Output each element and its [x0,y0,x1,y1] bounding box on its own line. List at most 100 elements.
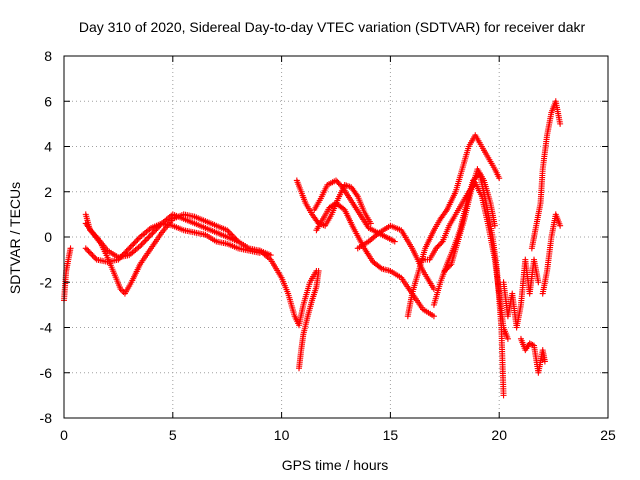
x-tick-label: 10 [274,427,290,443]
data-point [130,241,137,248]
series-arc-7 [293,177,374,229]
series-arc-4 [82,220,263,265]
data-point [135,235,142,242]
series-arc-17 [528,98,564,252]
data-point [535,279,542,286]
axes: 0 5 10 15 20 25 -8 -6 -4 -2 0 2 4 6 8 [40,48,616,443]
data-point [433,245,440,252]
data-point [88,250,95,257]
data-point [134,236,141,243]
data-point [146,233,153,240]
data-point [224,227,231,234]
data-point [504,335,511,342]
data-point [443,266,450,273]
grid-lines [64,56,608,418]
data-point [138,241,145,248]
data-point [122,249,129,256]
data-point [119,252,126,259]
series-arc-15 [500,256,542,331]
data-point [334,178,341,185]
data-point [226,230,233,237]
y-tick-label: 4 [44,139,52,155]
data-point [367,220,374,227]
y-tick-label: 8 [44,48,52,64]
data-point [123,248,130,255]
y-tick-label: -8 [40,410,53,426]
y-tick-label: 2 [44,184,52,200]
chart-title: Day 310 of 2020, Sidereal Day-to-day VTE… [79,19,586,35]
data-point [92,255,99,262]
data-point [445,263,452,270]
data-point [430,313,437,320]
y-tick-label: 0 [44,229,52,245]
data-point [141,238,148,245]
series-arc-14 [441,166,498,274]
series-arc-5 [256,247,320,329]
data-point [225,228,232,235]
data-point [557,120,564,127]
x-tick-label: 0 [60,427,68,443]
data-point [143,235,150,242]
data-point [67,245,74,252]
data-point [148,231,155,238]
data-point [129,242,135,249]
series-arc-16 [517,335,548,376]
x-tick-label: 25 [600,427,616,443]
x-tick-label: 5 [169,427,177,443]
data-point [335,180,342,187]
data-point [228,231,235,238]
data-point [434,243,441,250]
data-point [231,234,237,241]
data-point [84,246,91,253]
data-point [430,286,437,293]
data-point [115,256,122,263]
data-point [500,392,507,399]
y-tick-label: 6 [44,93,52,109]
data-point [232,235,239,242]
data-point [133,238,140,245]
data-point [444,265,451,272]
data-point [435,242,442,249]
data-point [86,249,93,256]
data-point [391,238,398,245]
x-tick-label: 20 [491,427,507,443]
data-point [89,252,96,259]
data-point [142,237,149,244]
data-point [149,230,156,237]
data-point [116,255,123,262]
data-point [338,182,345,189]
data-point [82,245,89,252]
data-point [137,243,144,250]
data-points [61,98,564,399]
data-point [90,253,97,260]
data-point [557,222,564,229]
data-point [336,181,343,188]
data-point [131,239,138,246]
data-point [118,253,125,260]
data-point [126,245,133,252]
x-axis-label: GPS time / hours [282,457,389,473]
y-tick-label: -6 [40,365,53,381]
data-point [145,234,152,241]
data-point [541,358,548,365]
data-point [150,228,157,235]
data-point [233,237,240,244]
x-tick-label: 15 [383,427,399,443]
y-tick-label: -4 [40,320,53,336]
data-point [491,222,498,229]
data-point [447,262,454,269]
data-point [333,177,339,184]
data-point [229,232,236,239]
series-arc-11 [404,132,503,320]
data-point [496,175,503,182]
data-point [85,248,92,255]
data-point [437,241,444,248]
data-point [127,243,134,250]
data-point [120,250,127,257]
series-arc-6 [296,267,322,372]
data-point [441,267,448,274]
data-point [139,240,146,247]
data-point [124,246,131,253]
y-tick-label: -2 [40,274,53,290]
